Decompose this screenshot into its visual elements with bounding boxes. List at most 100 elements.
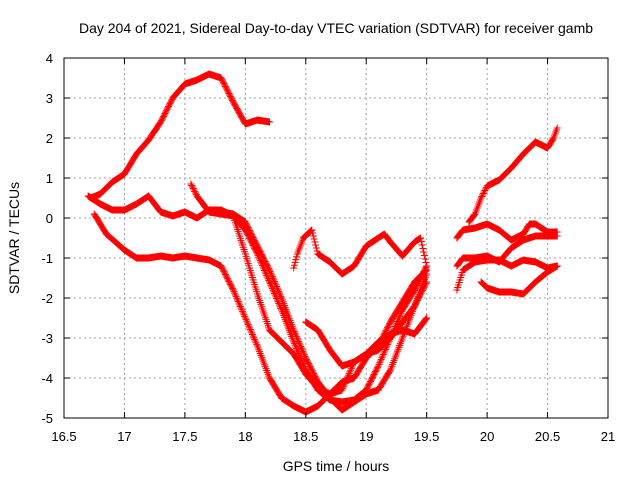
- data-point: [374, 363, 382, 371]
- y-tick-label: 4: [46, 51, 53, 66]
- x-tick-label: 16.5: [51, 429, 76, 444]
- data-point: [422, 315, 430, 323]
- data-point: [268, 271, 276, 279]
- data-point: [293, 334, 301, 342]
- plot-frame: [63, 57, 609, 419]
- data-point: [397, 309, 405, 317]
- data-point: [395, 314, 403, 322]
- data-point: [234, 298, 242, 306]
- data-point: [417, 238, 425, 245]
- data-point: [251, 337, 259, 345]
- data-point: [250, 334, 258, 342]
- y-tick-label: -4: [41, 371, 53, 386]
- data-point: [422, 279, 430, 287]
- x-tick-label: 17.5: [172, 429, 197, 444]
- data-point: [242, 316, 250, 324]
- data-point: [269, 274, 277, 282]
- data-point: [479, 190, 487, 197]
- data-point: [381, 347, 389, 355]
- data-point: [553, 232, 561, 240]
- x-tick-label: 20: [480, 429, 494, 444]
- data-point: [479, 191, 487, 199]
- data-point: [275, 287, 283, 295]
- data-point: [313, 247, 321, 255]
- data-point: [266, 268, 274, 276]
- x-tick-label: 20.5: [535, 429, 560, 444]
- x-tick-label: 18: [238, 429, 252, 444]
- data-point: [276, 303, 284, 311]
- data-point: [229, 285, 237, 293]
- data-point: [295, 338, 303, 346]
- data-point: [290, 328, 298, 336]
- data-point: [477, 194, 485, 202]
- data-point: [298, 344, 306, 352]
- data-point: [274, 286, 282, 294]
- data-point: [276, 291, 284, 299]
- data-point: [266, 266, 274, 274]
- data-point: [238, 307, 246, 315]
- data-point: [231, 289, 239, 297]
- data-point: [234, 296, 242, 304]
- data-point: [243, 317, 251, 325]
- data-point: [311, 238, 319, 246]
- data-point: [381, 346, 389, 354]
- data-point: [376, 357, 384, 365]
- x-tick-label: 17: [117, 429, 131, 444]
- data-point: [549, 135, 557, 143]
- data-point: [298, 356, 306, 364]
- data-point: [268, 273, 276, 281]
- data-point: [299, 347, 307, 355]
- data-point: [273, 284, 281, 292]
- data-point: [252, 339, 260, 347]
- y-tick-label: 2: [46, 131, 53, 146]
- data-point: [240, 311, 248, 319]
- data-point: [423, 270, 431, 278]
- grid-layer: [64, 58, 608, 418]
- data-point: [248, 329, 256, 337]
- data-point: [420, 252, 428, 259]
- data-point: [277, 304, 285, 312]
- data-point: [271, 279, 279, 287]
- data-point: [266, 118, 274, 126]
- series-12: [477, 262, 561, 298]
- data-point: [312, 244, 320, 252]
- data-point: [191, 189, 199, 197]
- data-point: [232, 293, 240, 301]
- data-point: [422, 259, 430, 266]
- data-point: [553, 262, 561, 270]
- data-point: [309, 232, 317, 240]
- data-point: [378, 354, 386, 362]
- x-axis-label: GPS time / hours: [283, 458, 390, 474]
- data-point: [241, 314, 249, 322]
- data-point: [296, 341, 304, 349]
- data-point: [297, 342, 305, 350]
- data-point: [236, 302, 244, 310]
- y-tick-label: -1: [41, 251, 53, 266]
- data-point: [338, 386, 346, 394]
- data-point: [346, 368, 354, 376]
- data-point: [380, 349, 388, 357]
- data-point: [237, 304, 245, 312]
- series-7: [290, 226, 431, 278]
- data-point: [230, 288, 238, 296]
- data-point: [480, 188, 488, 196]
- data-point: [386, 367, 394, 375]
- data-point: [246, 324, 254, 332]
- data-point: [247, 327, 255, 335]
- ticks-layer: 16.5 17 17.5 18 18.5 19 19.5 20 20.5 2143210-1-2-…: [41, 51, 615, 444]
- data-point: [300, 351, 308, 359]
- data-point: [345, 370, 353, 378]
- data-point: [418, 241, 426, 249]
- data-point: [347, 366, 355, 374]
- data-point: [377, 355, 385, 363]
- data-point: [265, 265, 273, 273]
- series-11: [465, 124, 561, 226]
- data-point: [188, 182, 196, 189]
- data-point: [396, 311, 404, 319]
- data-point: [191, 188, 199, 195]
- data-point: [245, 322, 253, 330]
- data-point: [253, 340, 261, 348]
- data-point: [294, 336, 302, 344]
- data-point: [420, 248, 428, 256]
- data-point: [478, 193, 486, 200]
